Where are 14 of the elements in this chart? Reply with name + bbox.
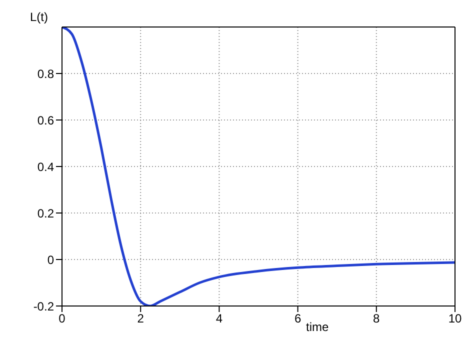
- y-tick-label: 0.4: [37, 160, 54, 174]
- x-tick-label: 0: [58, 312, 66, 326]
- y-tick-label: 0.6: [37, 113, 54, 128]
- y-tick-label: 0.2: [37, 206, 54, 220]
- x-tick-label: 6: [294, 312, 302, 326]
- x-tick-label: 2: [137, 312, 144, 326]
- x-tick-label: 10: [448, 312, 462, 326]
- y-tick-label: 0: [47, 252, 54, 267]
- x-tick-label: 8: [373, 312, 380, 326]
- y-tick-label: 0.8: [37, 66, 54, 81]
- y-tick-label: -0.2: [33, 299, 54, 314]
- x-axis-title: time: [306, 320, 329, 334]
- x-tick-label: 4: [216, 312, 223, 326]
- y-axis-title: L(t): [30, 10, 48, 24]
